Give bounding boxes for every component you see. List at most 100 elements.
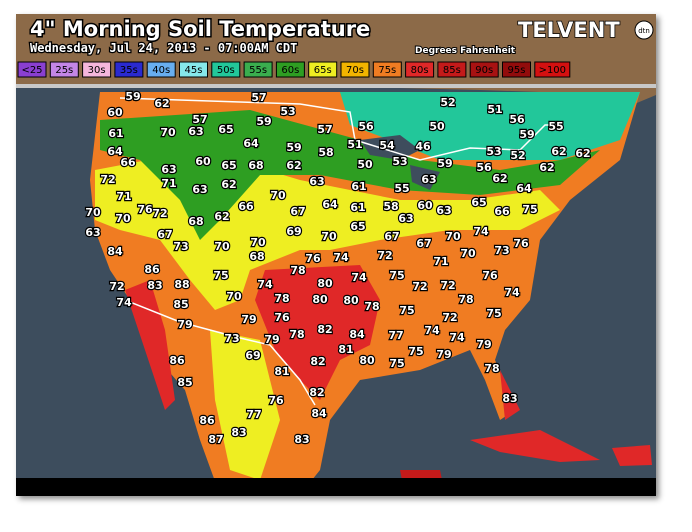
station-temp: 53 <box>486 145 501 158</box>
station-temp: 77 <box>246 408 261 421</box>
station-temp: 56 <box>358 120 374 133</box>
station-temp: 65 <box>221 159 236 172</box>
lake <box>360 135 420 160</box>
header-divider <box>16 84 656 88</box>
station-temp: 77 <box>388 329 403 342</box>
station-temp: 62 <box>154 97 169 110</box>
station-temp: 56 <box>476 161 492 174</box>
legend-swatch <box>340 61 370 78</box>
station-temp: 83 <box>147 279 162 292</box>
station-temp: 59 <box>437 157 452 170</box>
station-temp: 70 <box>85 206 101 219</box>
station-temp: 63 <box>85 226 100 239</box>
station-temp: 87 <box>208 433 223 446</box>
legend-label: 95s <box>508 65 526 76</box>
legend-swatch <box>49 61 79 78</box>
station-temp: 75 <box>389 357 404 370</box>
station-temp: 74 <box>333 251 349 264</box>
station-temp: 76 <box>268 394 284 407</box>
station-temp: 64 <box>516 182 532 195</box>
station-temp: 73 <box>173 240 188 253</box>
station-temp: 57 <box>192 113 207 126</box>
station-temp: 74 <box>424 324 440 337</box>
station-temp: 81 <box>274 365 289 378</box>
station-temp: 74 <box>473 225 489 238</box>
station-temp: 51 <box>487 103 502 116</box>
legend-label: 30s <box>88 65 106 76</box>
station-temp: 67 <box>290 205 305 218</box>
station-temp: 79 <box>177 318 192 331</box>
station-temp: 63 <box>398 212 413 225</box>
station-temp: 62 <box>221 178 236 191</box>
station-temp: 70 <box>226 290 242 303</box>
station-temp: 68 <box>249 250 264 263</box>
legend-label: 65s <box>314 65 332 76</box>
station-temp: 83 <box>231 426 246 439</box>
station-temp: 66 <box>238 200 254 213</box>
station-temp: 82 <box>317 323 332 336</box>
station-temp: 80 <box>343 294 359 307</box>
station-temp: 66 <box>120 156 136 169</box>
station-temp: 79 <box>264 333 279 346</box>
station-temp: 63 <box>161 163 176 176</box>
subtitle: Wednesday, Jul 24, 2013 - 07:00AM CDT <box>30 41 297 55</box>
station-temp: 72 <box>109 280 124 293</box>
legend-label: 35s <box>120 65 138 76</box>
legend-swatch <box>243 61 273 78</box>
station-temp: 86 <box>199 414 215 427</box>
station-temp: 57 <box>317 123 332 136</box>
legend-swatch <box>372 61 402 78</box>
station-temp: 84 <box>349 328 365 341</box>
station-temp: 74 <box>116 296 132 309</box>
station-temp: 67 <box>157 228 172 241</box>
station-temp: 50 <box>357 158 373 171</box>
station-temp: 86 <box>144 263 160 276</box>
station-temp: 64 <box>243 137 259 150</box>
station-temp: 54 <box>379 139 395 152</box>
station-temp: 72 <box>412 280 427 293</box>
station-temp: 53 <box>392 155 407 168</box>
station-temp: 76 <box>137 203 153 216</box>
station-temp: 61 <box>351 180 366 193</box>
station-temp: 81 <box>338 343 353 356</box>
station-temp: 71 <box>161 177 176 190</box>
legend-swatch <box>534 61 571 78</box>
station-temp: 62 <box>539 161 554 174</box>
station-temp: 83 <box>502 392 517 405</box>
station-temp: 78 <box>364 300 379 313</box>
station-temp: 58 <box>318 146 333 159</box>
station-temp: 58 <box>383 200 398 213</box>
station-temp: 65 <box>218 123 233 136</box>
station-temp: 60 <box>195 155 211 168</box>
station-temp: 59 <box>125 90 140 103</box>
station-temp: 59 <box>256 115 271 128</box>
station-temp: 79 <box>241 313 256 326</box>
station-temp: 78 <box>289 328 304 341</box>
border-canada <box>119 97 560 161</box>
station-temp: 62 <box>214 210 229 223</box>
legend: <25 25s 30s 35s 40s 45s 50s 55s 60s 65s 70s 75s 80s 8… <box>17 61 571 78</box>
station-temp: 60 <box>417 199 433 212</box>
station-temp: 67 <box>416 237 431 250</box>
land-cuba <box>470 430 600 462</box>
station-temp: 75 <box>213 269 228 282</box>
land-50s <box>340 92 640 160</box>
station-temp: 61 <box>108 127 123 140</box>
station-temp: 82 <box>309 386 324 399</box>
station-temp: 86 <box>169 354 185 367</box>
station-temp: 76 <box>274 311 290 324</box>
station-temp: 75 <box>389 269 404 282</box>
station-temp: 55 <box>394 182 409 195</box>
station-temp: 70 <box>160 126 176 139</box>
legend-label: 90s <box>475 65 493 76</box>
station-temp: 68 <box>248 159 263 172</box>
station-temp: 72 <box>377 249 392 262</box>
land-80s <box>255 265 380 400</box>
station-temp: 88 <box>174 278 189 291</box>
land-65s-mexico <box>210 330 280 480</box>
station-temp: 84 <box>107 245 123 258</box>
stations: 59 62 57 53 52 51 56 60 57 59 57 56 50 59 55 61 70 63 65 64… <box>84 89 592 447</box>
station-temp: 70 <box>270 189 286 202</box>
station-temp: 74 <box>257 278 273 291</box>
station-temp: 66 <box>494 205 510 218</box>
